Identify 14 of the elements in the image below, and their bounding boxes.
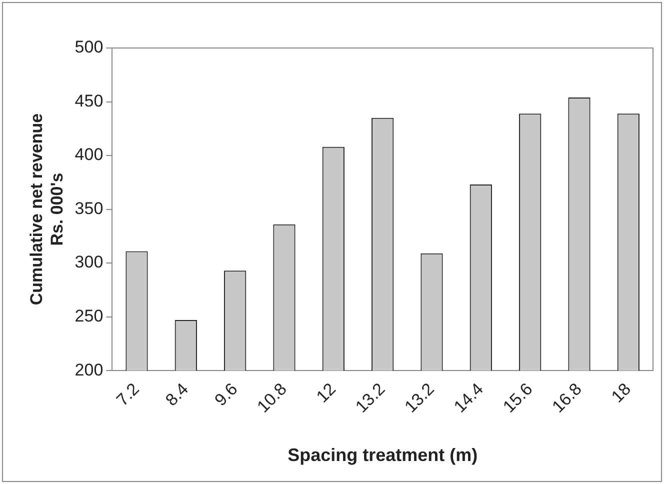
y-tick-label: 500 <box>74 38 104 57</box>
y-tick-label: 300 <box>74 252 104 272</box>
y-tick-label: 200 <box>74 360 104 380</box>
x-axis-title: Spacing treatment (m) <box>288 445 478 466</box>
x-tick-label: 9.6 <box>211 380 242 410</box>
y-axis-title: Cumulative net revenue Rs. 000's <box>26 113 66 306</box>
x-tick-label: 8.4 <box>162 380 192 410</box>
y-tick-label: 350 <box>74 198 104 218</box>
y-tick-label: 400 <box>74 145 104 164</box>
y-tick-label: 250 <box>74 306 104 326</box>
y-tick-label: 450 <box>74 91 104 110</box>
x-tick-label: 18 <box>608 380 635 406</box>
x-tick-label: 7.2 <box>112 380 143 410</box>
x-tick-label: 12 <box>312 380 340 406</box>
